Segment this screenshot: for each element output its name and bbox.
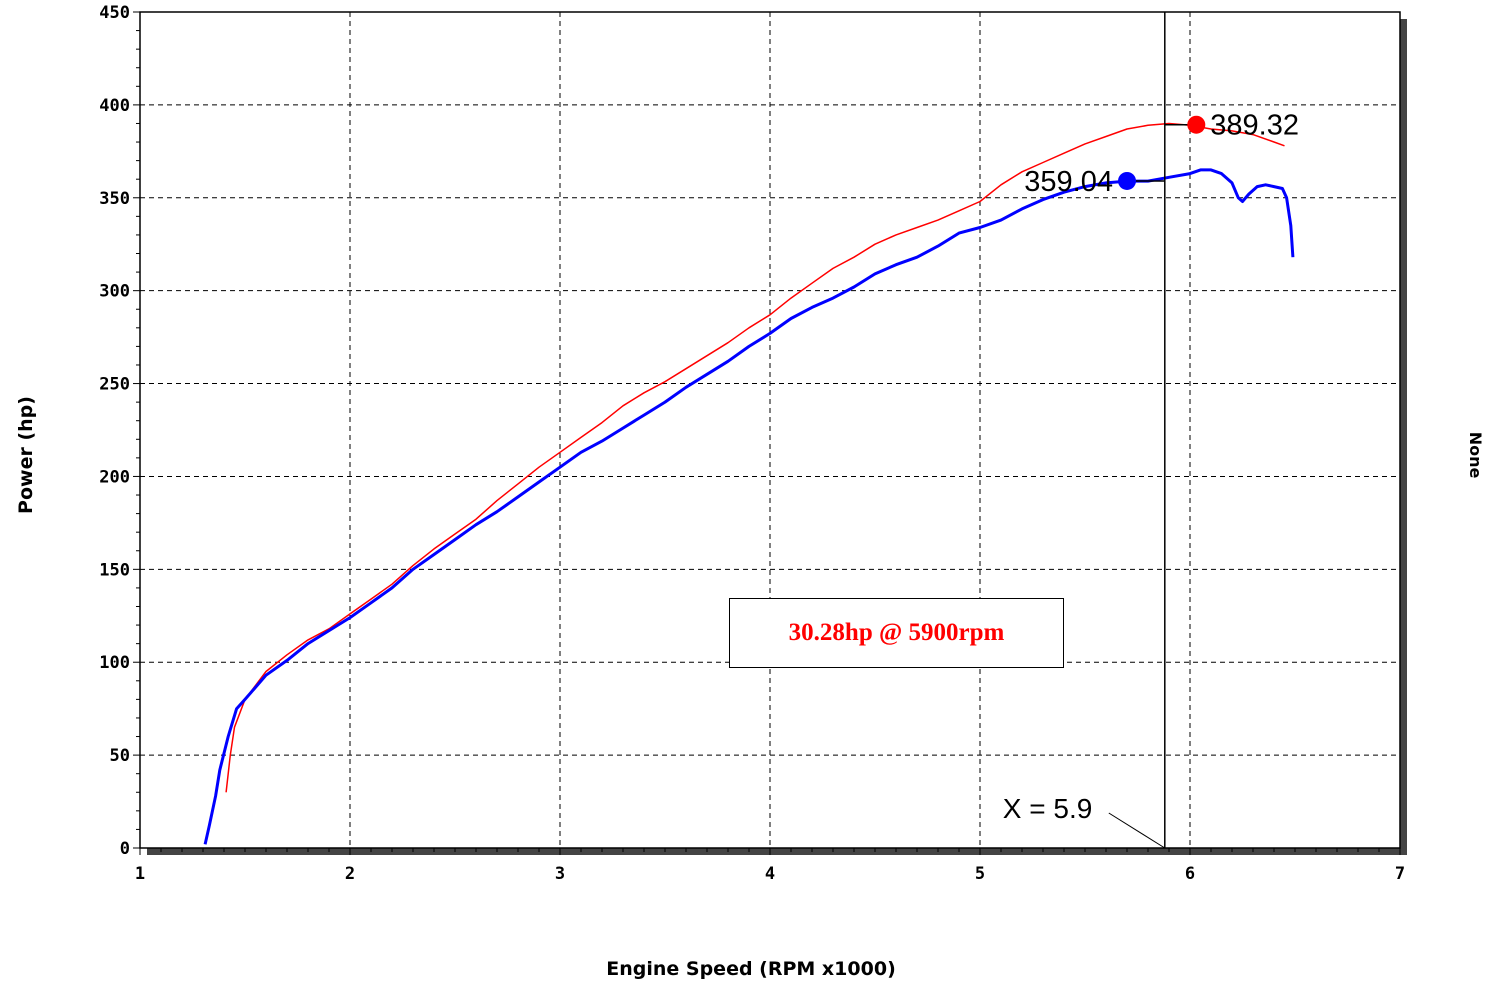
series-lines	[203, 122, 1295, 845]
x-axis-title: Engine Speed (RPM x1000)	[606, 958, 896, 980]
x-tick-label: 7	[1395, 864, 1405, 884]
y-tick-label: 250	[99, 375, 130, 395]
peak-label-1: 359.04	[1024, 166, 1113, 198]
series-line-1	[203, 168, 1295, 845]
x-tick-label: 6	[1185, 864, 1195, 884]
x-tick-label: 2	[345, 864, 355, 884]
x-tick-label: 4	[765, 864, 775, 884]
peak-marker-0	[1187, 115, 1206, 134]
y-tick-label: 150	[99, 560, 130, 580]
minor-ticks	[133, 11, 1401, 855]
x-tick-label: 5	[975, 864, 985, 884]
y-tick-label: 0	[120, 839, 130, 859]
y2-axis-title: None	[1466, 432, 1485, 479]
y-tick-label: 100	[99, 653, 130, 673]
tick-labels: 1 2 3 4 5 6 7 0 50 100 150 200 250 300 350 400 450	[99, 3, 1405, 884]
series-line-0	[225, 122, 1285, 793]
y-tick-label: 400	[99, 96, 130, 116]
peak-label-0: 389.32	[1210, 110, 1299, 142]
delta-annotation-text: 30.28hp @ 5900rpm	[788, 619, 1005, 646]
peak-markers: 389.32 359.04	[1024, 110, 1299, 198]
y-axis-title: Power (hp)	[15, 396, 37, 514]
x-tick-label: 1	[135, 864, 145, 884]
y-tick-label: 200	[99, 467, 130, 487]
delta-annotation-box: 30.28hp @ 5900rpm	[729, 598, 1064, 668]
cursor-label: X = 5.9	[1003, 793, 1093, 824]
peak-marker-1	[1118, 171, 1136, 190]
y-tick-label: 450	[99, 3, 130, 23]
x-tick-label: 3	[555, 864, 565, 884]
y-tick-label: 50	[110, 746, 130, 766]
cursor-leader-line	[1108, 812, 1166, 849]
y-tick-label: 300	[99, 282, 130, 302]
y-tick-label: 350	[99, 189, 130, 209]
